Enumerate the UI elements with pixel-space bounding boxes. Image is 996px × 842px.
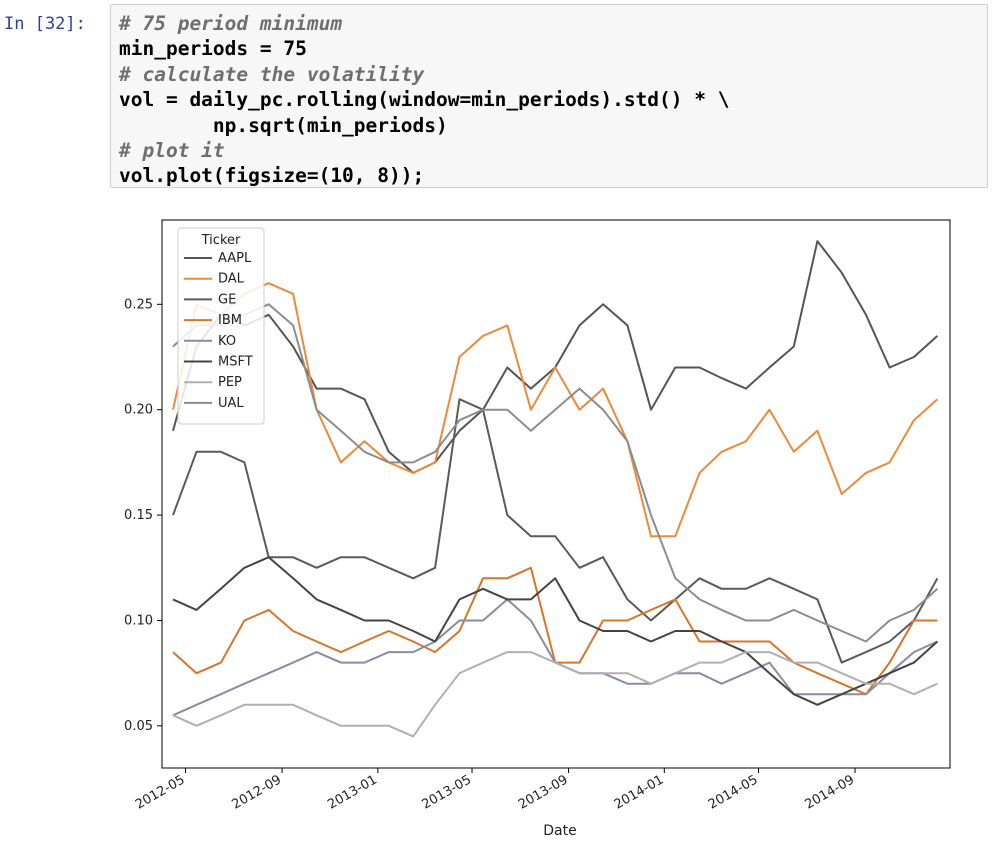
y-tick-label: 0.15: [124, 508, 153, 523]
legend-label-pep: PEP: [218, 375, 242, 390]
x-tick-label: 2014-09: [802, 772, 857, 812]
series-layer: [172, 240, 939, 738]
input-prompt: In [32]:: [4, 14, 86, 34]
legend-label-ge: GE: [218, 292, 236, 307]
y-axis: 0.05 0.10 0.15 0.20 0.25: [124, 297, 162, 734]
volatility-line-chart: 0.05 0.10 0.15 0.20 0.25 2012-05 2012-09 2013-…: [124, 219, 951, 839]
x-tick-label: 2014-01: [612, 772, 667, 812]
code-line: np.sqrt(min_periods): [119, 113, 448, 137]
x-tick-label: 2014-05: [706, 772, 761, 812]
series-line-msft: [172, 556, 939, 706]
x-axis-title: Date: [543, 823, 576, 839]
code-cell[interactable]: # 75 period minimum min_periods = 75 # cal…: [110, 4, 988, 188]
code-line: vol.plot(figsize=(10, 8));: [119, 164, 425, 188]
x-axis: 2012-05 2012-09 2013-01 2013-05 2013-09 2014-…: [133, 768, 857, 813]
y-tick-label: 0.20: [124, 403, 153, 418]
legend-box: [177, 227, 265, 425]
y-tick-label: 0.25: [124, 297, 153, 312]
code-comment-line: # 75 period minimum: [119, 12, 343, 35]
series-line-ual: [172, 303, 939, 643]
legend-label-ko: KO: [218, 334, 236, 349]
legend-title: Ticker: [201, 233, 241, 248]
code-line: min_periods = 75: [119, 37, 307, 61]
x-tick-label: 2012-05: [133, 772, 188, 812]
series-line-ge: [172, 398, 939, 664]
legend-label-dal: DAL: [218, 272, 245, 287]
code-comment-line: # calculate the volatility: [119, 62, 425, 86]
legend-label-ual: UAL: [218, 396, 244, 411]
y-tick-label: 0.05: [124, 719, 153, 734]
series-line-dal: [172, 282, 939, 538]
y-tick-label: 0.10: [124, 613, 153, 628]
legend-label-aapl: AAPL: [218, 251, 252, 266]
series-line-pep: [172, 651, 938, 738]
legend-label-ibm: IBM: [218, 313, 242, 328]
plot-area: [161, 219, 951, 769]
code-comment-line: # plot it: [119, 138, 225, 162]
x-tick-label: 2013-01: [325, 772, 380, 812]
x-tick-label: 2012-09: [230, 772, 285, 812]
x-tick-label: 2013-05: [419, 772, 474, 812]
legend-label-msft: MSFT: [218, 355, 253, 370]
legend: Ticker AAPL DAL GE IBM KO MSFT PEP UAL: [177, 227, 265, 425]
x-tick-label: 2013-09: [516, 772, 571, 812]
code-line: vol = daily_pc.rolling(window=min_period…: [119, 88, 730, 112]
